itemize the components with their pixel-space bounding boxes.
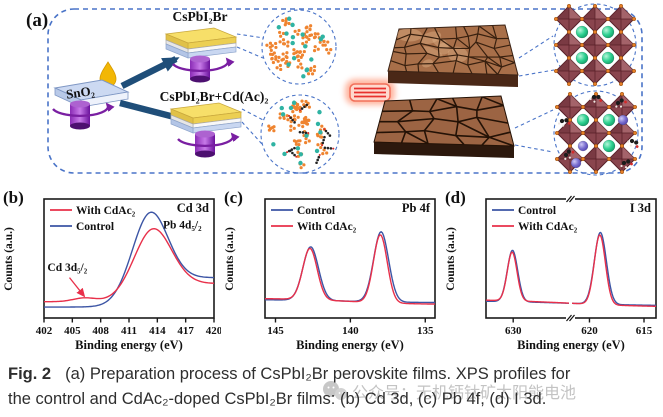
crystal-structure-inset: [553, 90, 639, 176]
corner-label: I 3d: [630, 201, 651, 215]
legend-label: Control: [76, 221, 114, 233]
axis-tick-label: 140: [342, 325, 359, 337]
precursor-molecules: [265, 16, 333, 79]
perovskite-lattice-doped: [554, 91, 639, 175]
xps-curve: [485, 251, 570, 304]
panel-label: (b): [3, 188, 24, 207]
axis-tick-label: 414: [149, 325, 166, 337]
y-axis-label: Counts (a.u.): [3, 227, 15, 291]
axis-tick-label: 420: [206, 325, 221, 337]
chart-panel-c: (c) Counts (a.u.) Binding energy (eV) 145 14…: [224, 188, 436, 352]
heater-icon: [345, 79, 395, 105]
legend-label: Control: [297, 205, 335, 217]
annotation: Pb 4d₅/₂: [163, 219, 202, 231]
spin-coater-icon: [177, 130, 240, 158]
corner-label: Pb 4f: [402, 201, 431, 215]
legend-label: With CdAc₂: [76, 205, 136, 217]
axis-tick-label: 417: [177, 325, 194, 337]
legend-label: With CdAc₂: [297, 221, 357, 233]
caption-line1: (a) Preparation process of CsPbI₂Br pero…: [65, 365, 571, 383]
annotation: Cd 3d₅/₂: [47, 262, 87, 274]
axis-tick-label: 135: [417, 325, 434, 337]
axis-tick-label: 620: [581, 325, 598, 337]
rotation-arrow-icon: [172, 57, 235, 72]
film1-label: CsPbI₂Br: [172, 9, 227, 24]
axis-break-icon: [565, 195, 575, 203]
rotation-arrow-icon: [52, 102, 115, 117]
plot-box: [485, 198, 657, 319]
y-axis-label: Counts (a.u.): [445, 227, 457, 291]
panel-a-border: [47, 8, 643, 174]
precursor-circle: [260, 94, 340, 174]
x-axis-label: Binding energy (eV): [296, 338, 404, 352]
sno2-label: SnO₂: [65, 83, 95, 102]
axis-tick-label: 411: [121, 325, 137, 337]
perovskite-film-rough: [387, 24, 519, 87]
legend-label: With CdAc₂: [518, 221, 578, 233]
rotation-arrow-icon: [177, 132, 240, 147]
axis-tick-label: 405: [64, 325, 81, 337]
panel-label: (c): [224, 188, 243, 207]
x-axis-label: Binding energy (eV): [517, 338, 625, 352]
axis-tick-label: 145: [267, 325, 284, 337]
figure-caption: Fig. 2 (a) Preparation process of CsPbI₂B…: [0, 355, 663, 412]
panel-label: (d): [445, 188, 466, 207]
film2-label: CsPbI₂Br+Cd(Ac)₂: [160, 89, 269, 104]
perovskite-lattice: [553, 3, 637, 87]
process-arrow-icon: [120, 56, 180, 89]
xps-curve: [485, 249, 570, 304]
xps-curve: [264, 231, 436, 304]
caption-fig-label: Fig. 2: [8, 365, 52, 383]
film-stack: [164, 27, 238, 59]
axis-tick-label: 408: [92, 325, 109, 337]
spin-coater-icon: [172, 55, 235, 83]
film-stack: [169, 102, 243, 134]
xps-curve: [44, 211, 215, 308]
xps-curve: [571, 234, 657, 307]
xps-curve: [44, 227, 215, 303]
xps-curve: [264, 234, 436, 305]
axis-tick-label: 615: [636, 325, 653, 337]
precursor-circle: [261, 9, 337, 85]
panel-a-scheme: (a) SnO₂ CsPbI₂Br CsPbI₂Br+Cd(Ac)₂: [26, 3, 643, 176]
panel-a-label: (a): [26, 10, 48, 31]
precursor-molecules-doped: [267, 99, 335, 170]
x-axis-label: Binding energy (eV): [75, 338, 183, 352]
xps-charts-row: (b) Counts (a.u.) Binding energy (eV) 402 40…: [0, 185, 663, 355]
axis-tick-label: 630: [505, 325, 522, 337]
perovskite-film-smooth: [373, 95, 515, 158]
caption-line2: the control and CdAc₂-doped CsPbI₂Br fil…: [8, 389, 547, 408]
legend-label: Control: [518, 205, 556, 217]
annotation-arrow: [68, 277, 86, 298]
xps-curve: [571, 231, 657, 307]
axis-break-icon: [565, 314, 575, 322]
chart-panel-b: (b) Counts (a.u.) Binding energy (eV) 402 40…: [3, 188, 221, 352]
y-axis-label: Counts (a.u.): [224, 227, 236, 291]
axis-tick-label: 402: [36, 325, 53, 337]
spin-coater-icon: [52, 100, 115, 130]
sno2-substrate: SnO₂: [53, 79, 130, 108]
plot-box: [264, 198, 436, 319]
corner-label: Cd 3d: [177, 201, 209, 215]
chart-panel-d: (d) Counts (a.u.) Binding energy (eV)630 62…: [445, 188, 657, 352]
